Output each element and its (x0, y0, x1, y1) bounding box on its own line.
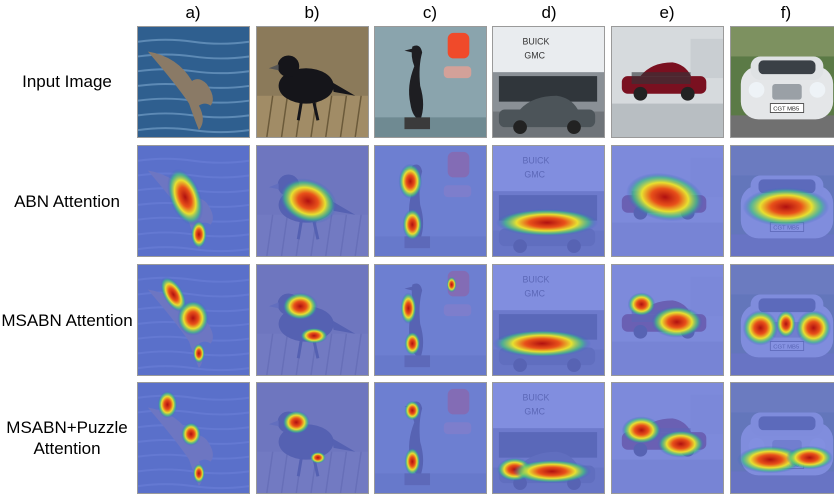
msabn-attention-map-c (374, 264, 487, 376)
dealer-sign-buick: BUICK (522, 37, 549, 47)
puzzle-attention-map-a (137, 382, 250, 494)
abn-attention-map-a (137, 145, 250, 257)
bird-icon (257, 146, 368, 256)
input-image-d: BUICK GMC (492, 26, 605, 138)
row-label-text: ABN Attention (14, 191, 120, 211)
car-icon (612, 383, 723, 493)
row-label-input: Input Image (0, 25, 134, 137)
column-label-b: b) (304, 3, 320, 22)
bird-icon (375, 383, 486, 493)
puzzle-attention-map-c (374, 382, 487, 494)
bird-icon (257, 27, 368, 137)
msabn-attention-map-a (137, 264, 250, 376)
bird-icon (375, 27, 486, 137)
puzzle-attention-map-e (611, 382, 724, 494)
column-label-a: a) (185, 3, 201, 22)
car-icon: CGT MB5 (731, 265, 834, 375)
abn-attention-map-b (256, 145, 369, 257)
car-icon: CGT MB5 (731, 27, 834, 137)
column-label-d: d) (541, 3, 557, 22)
row-label-msabn: MSABN Attention (0, 264, 134, 376)
row-label-text: Input Image (22, 71, 112, 91)
car-icon: CGT MB5 (731, 146, 834, 256)
abn-attention-map-c (374, 145, 487, 257)
row-label-puzzle: MSABN+Puzzle Attention (0, 382, 134, 494)
row-label-text: MSABN+Puzzle (6, 418, 128, 437)
msabn-attention-map-b (256, 264, 369, 376)
bird-icon (375, 265, 486, 375)
bird-icon (138, 265, 249, 375)
license-plate: CGT MB5 (773, 106, 800, 112)
column-label-c: c) (422, 3, 438, 22)
puzzle-attention-map-b (256, 382, 369, 494)
column-label-e: e) (659, 3, 675, 22)
row-label-abn: ABN Attention (0, 145, 134, 257)
input-image-c (374, 26, 487, 138)
bird-icon (138, 146, 249, 256)
input-image-a (137, 26, 250, 138)
column-label-f: f) (780, 3, 792, 22)
car-icon: CGT MB5 (731, 383, 834, 493)
bird-icon (375, 146, 486, 256)
car-icon: BUICK GMC (493, 27, 604, 137)
bird-icon (257, 265, 368, 375)
car-icon (612, 146, 723, 256)
row-label-text: MSABN Attention (1, 310, 133, 330)
abn-attention-map-f: CGT MB5 (730, 145, 834, 257)
msabn-attention-map-e (611, 264, 724, 376)
input-image-f: CGT MB5 (730, 26, 834, 138)
dealer-sign-gmc: GMC (524, 50, 545, 60)
puzzle-attention-map-f: CGT MB5 (730, 382, 834, 494)
abn-attention-map-e (611, 145, 724, 257)
input-image-b (256, 26, 369, 138)
car-icon (612, 27, 723, 137)
bird-icon (257, 383, 368, 493)
msabn-attention-map-f: CGT MB5 (730, 264, 834, 376)
input-image-e (611, 26, 724, 138)
bird-icon (138, 383, 249, 493)
car-icon (612, 265, 723, 375)
bird-icon (138, 27, 249, 137)
row-label-text: Attention (33, 439, 101, 458)
